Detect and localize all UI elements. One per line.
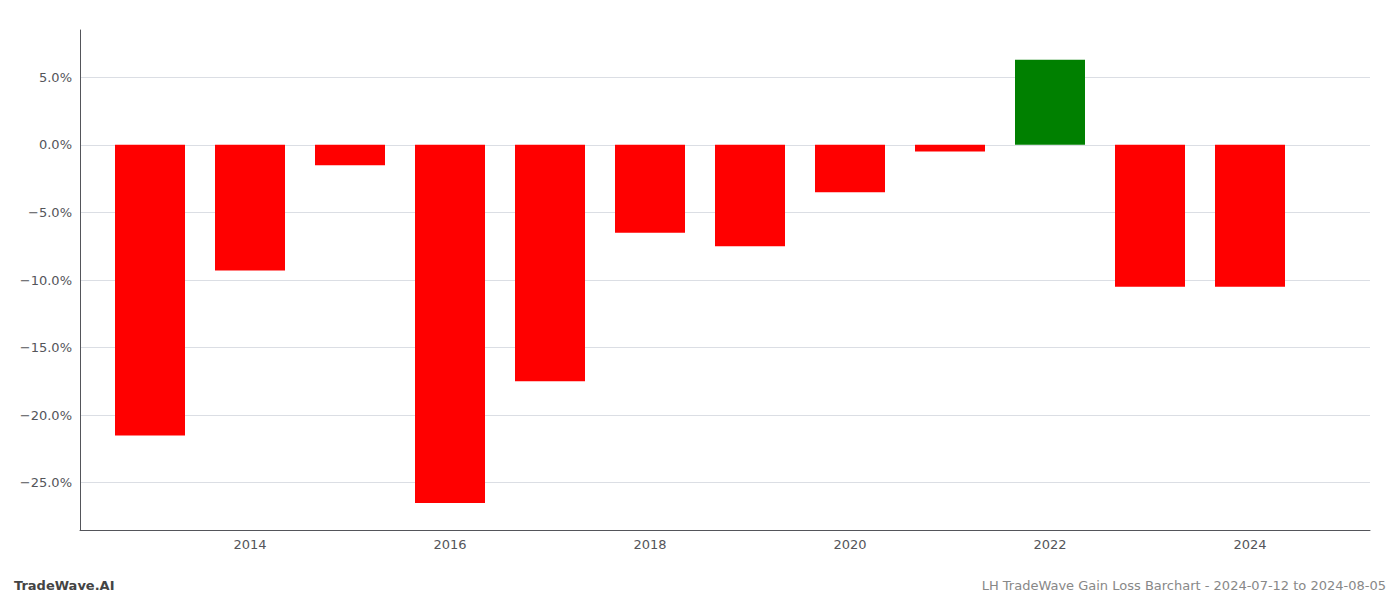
- svg-text:2022: 2022: [1033, 537, 1066, 552]
- svg-text:2024: 2024: [1233, 537, 1266, 552]
- svg-text:2016: 2016: [433, 537, 466, 552]
- svg-text:−5.0%: −5.0%: [28, 205, 72, 220]
- svg-text:5.0%: 5.0%: [39, 70, 72, 85]
- svg-text:−15.0%: −15.0%: [20, 340, 72, 355]
- svg-text:LH TradeWave Gain Loss Barchar: LH TradeWave Gain Loss Barchart - 2024-0…: [982, 578, 1386, 593]
- svg-text:TradeWave.AI: TradeWave.AI: [14, 578, 115, 593]
- svg-text:−20.0%: −20.0%: [20, 408, 72, 423]
- svg-text:0.0%: 0.0%: [39, 137, 72, 152]
- svg-text:2014: 2014: [233, 537, 266, 552]
- svg-text:−10.0%: −10.0%: [20, 273, 72, 288]
- svg-text:2018: 2018: [633, 537, 666, 552]
- svg-text:−25.0%: −25.0%: [20, 475, 72, 490]
- svg-text:2020: 2020: [833, 537, 866, 552]
